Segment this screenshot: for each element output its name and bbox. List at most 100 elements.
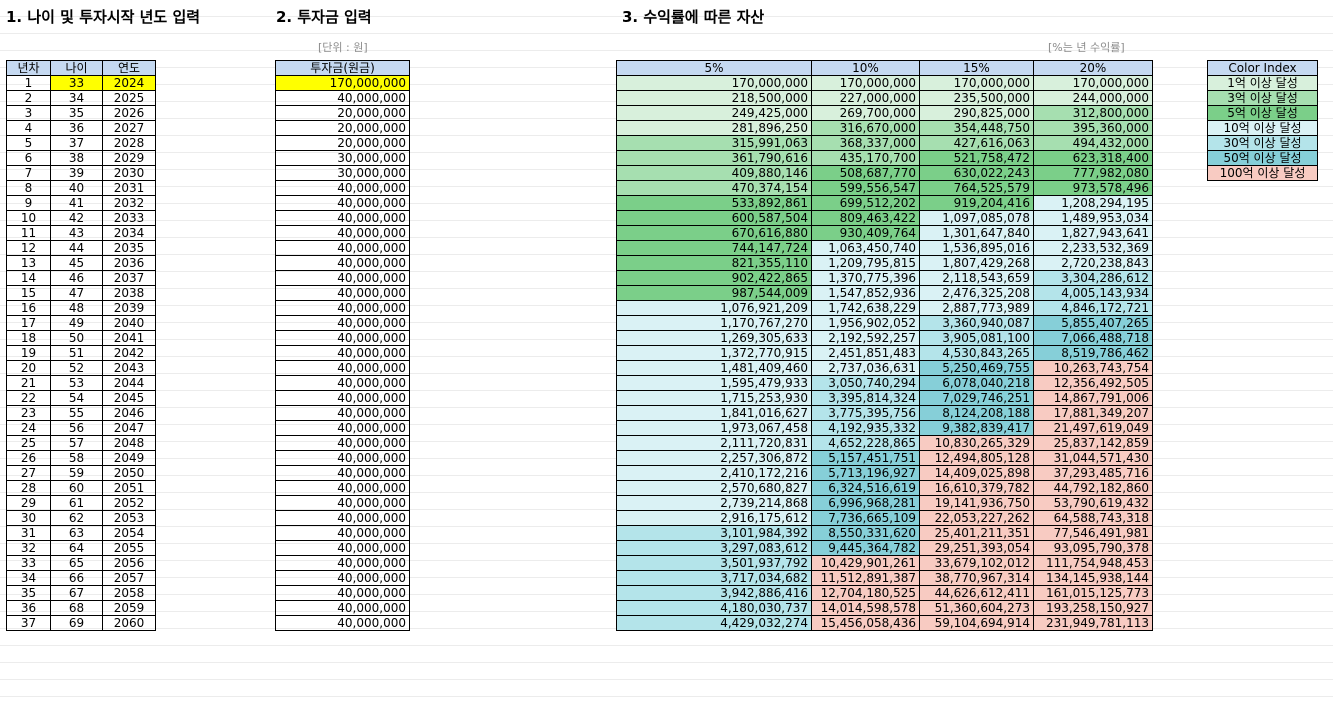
year-count-cell: 11	[6, 225, 51, 241]
table-row: 315,991,063 368,337,000 427,616,063 494,432…	[616, 135, 1153, 151]
investment-cell[interactable]: 40,000,000	[275, 360, 410, 376]
investment-cell[interactable]: 20,000,000	[275, 135, 410, 151]
investment-cell[interactable]: 30,000,000	[275, 165, 410, 181]
asset-cell-10: 12,704,180,525	[811, 585, 920, 601]
asset-cell-20: 777,982,080	[1033, 165, 1153, 181]
table-row: 40,000,000	[275, 495, 410, 511]
asset-cell-10: 316,670,000	[811, 120, 920, 136]
year-count-cell: 9	[6, 195, 51, 211]
investment-cell[interactable]: 40,000,000	[275, 315, 410, 331]
age-cell: 39	[50, 165, 103, 181]
table-row: 21 53 2044	[6, 375, 156, 391]
asset-cell-5: 170,000,000	[616, 75, 812, 91]
investment-cell[interactable]: 40,000,000	[275, 300, 410, 316]
investment-cell[interactable]: 40,000,000	[275, 555, 410, 571]
investment-cell[interactable]: 40,000,000	[275, 540, 410, 556]
investment-cell[interactable]: 40,000,000	[275, 270, 410, 286]
asset-cell-5: 3,297,083,612	[616, 540, 812, 556]
header-rate-10: 10%	[811, 60, 920, 76]
table-row: 1 33 2024	[6, 75, 156, 91]
investment-cell[interactable]: 40,000,000	[275, 525, 410, 541]
table-row: 670,616,880 930,409,764 1,301,647,840 1,827…	[616, 225, 1153, 241]
investment-cell[interactable]: 30,000,000	[275, 150, 410, 166]
asset-cell-5: 249,425,000	[616, 105, 812, 121]
asset-cell-15: 3,360,940,087	[919, 315, 1034, 331]
age-input-cell[interactable]: 33	[50, 75, 103, 91]
investment-cell[interactable]: 40,000,000	[275, 435, 410, 451]
age-cell: 55	[50, 405, 103, 421]
investment-cell[interactable]: 40,000,000	[275, 180, 410, 196]
year-cell: 2028	[102, 135, 156, 151]
age-cell: 49	[50, 315, 103, 331]
asset-cell-10: 170,000,000	[811, 75, 920, 91]
title-age-year: 1. 나이 및 투자시작 년도 입력	[6, 8, 201, 26]
asset-cell-20: 7,066,488,718	[1033, 330, 1153, 346]
table-row: 26 58 2049	[6, 450, 156, 466]
year-count-cell: 6	[6, 150, 51, 166]
table-row: 40,000,000	[275, 90, 410, 106]
investment-cell[interactable]: 40,000,000	[275, 210, 410, 226]
investment-cell[interactable]: 40,000,000	[275, 195, 410, 211]
table-row: 40,000,000	[275, 285, 410, 301]
asset-cell-5: 2,257,306,872	[616, 450, 812, 466]
investment-cell[interactable]: 40,000,000	[275, 240, 410, 256]
table-row: 1,170,767,270 1,956,902,052 3,360,940,087 5…	[616, 315, 1153, 331]
age-cell: 52	[50, 360, 103, 376]
investment-cell[interactable]: 40,000,000	[275, 465, 410, 481]
investment-cell[interactable]: 40,000,000	[275, 285, 410, 301]
investment-cell[interactable]: 40,000,000	[275, 495, 410, 511]
table-row: 14 46 2037	[6, 270, 156, 286]
investment-cell[interactable]: 40,000,000	[275, 255, 410, 271]
investment-cell[interactable]: 40,000,000	[275, 570, 410, 586]
table-row: 2,570,680,827 6,324,516,619 16,610,379,782…	[616, 480, 1153, 496]
investment-cell[interactable]: 40,000,000	[275, 225, 410, 241]
year-cell: 2029	[102, 150, 156, 166]
investment-cell[interactable]: 40,000,000	[275, 345, 410, 361]
investment-cell[interactable]: 40,000,000	[275, 450, 410, 466]
year-count-cell: 10	[6, 210, 51, 226]
table-row: 40,000,000	[275, 315, 410, 331]
investment-cell[interactable]: 40,000,000	[275, 510, 410, 526]
table-row: 2 34 2025	[6, 90, 156, 106]
investment-cell[interactable]: 20,000,000	[275, 105, 410, 121]
asset-cell-15: 10,830,265,329	[919, 435, 1034, 451]
age-cell: 36	[50, 120, 103, 136]
year-count-cell: 4	[6, 120, 51, 136]
investment-cell[interactable]: 40,000,000	[275, 480, 410, 496]
table-row: 821,355,110 1,209,795,815 1,807,429,268 2,7…	[616, 255, 1153, 271]
asset-cell-10: 1,209,795,815	[811, 255, 920, 271]
year-cell: 2032	[102, 195, 156, 211]
investment-cell[interactable]: 20,000,000	[275, 120, 410, 136]
table-row: 3,297,083,612 9,445,364,782 29,251,393,054…	[616, 540, 1153, 556]
asset-cell-20: 244,000,000	[1033, 90, 1153, 106]
table-row: 1,269,305,633 2,192,592,257 3,905,081,100 7…	[616, 330, 1153, 346]
age-cell: 65	[50, 555, 103, 571]
investment-cell[interactable]: 40,000,000	[275, 600, 410, 616]
table-row: 4,180,030,737 14,014,598,578 51,360,604,27…	[616, 600, 1153, 616]
asset-cell-5: 3,717,034,682	[616, 570, 812, 586]
table-row: 40,000,000	[275, 375, 410, 391]
asset-cell-5: 1,269,305,633	[616, 330, 812, 346]
asset-cell-20: 4,005,143,934	[1033, 285, 1153, 301]
investment-cell[interactable]: 170,000,000	[275, 75, 410, 91]
table-row: 33 65 2056	[6, 555, 156, 571]
investment-cell[interactable]: 40,000,000	[275, 390, 410, 406]
investment-cell[interactable]: 40,000,000	[275, 90, 410, 106]
asset-cell-15: 630,022,243	[919, 165, 1034, 181]
investment-cell[interactable]: 40,000,000	[275, 585, 410, 601]
age-cell: 47	[50, 285, 103, 301]
investment-cell[interactable]: 40,000,000	[275, 420, 410, 436]
start-year-input-cell[interactable]: 2024	[102, 75, 156, 91]
asset-cell-20: 10,263,743,754	[1033, 360, 1153, 376]
year-count-cell: 16	[6, 300, 51, 316]
investment-cell[interactable]: 40,000,000	[275, 330, 410, 346]
investment-cell[interactable]: 40,000,000	[275, 615, 410, 631]
asset-cell-20: 8,519,786,462	[1033, 345, 1153, 361]
legend-header: Color Index	[1207, 60, 1318, 76]
year-count-cell: 34	[6, 570, 51, 586]
header-age: 나이	[50, 60, 103, 76]
investment-cell[interactable]: 40,000,000	[275, 405, 410, 421]
asset-cell-20: 111,754,948,453	[1033, 555, 1153, 571]
year-cell: 2042	[102, 345, 156, 361]
investment-cell[interactable]: 40,000,000	[275, 375, 410, 391]
